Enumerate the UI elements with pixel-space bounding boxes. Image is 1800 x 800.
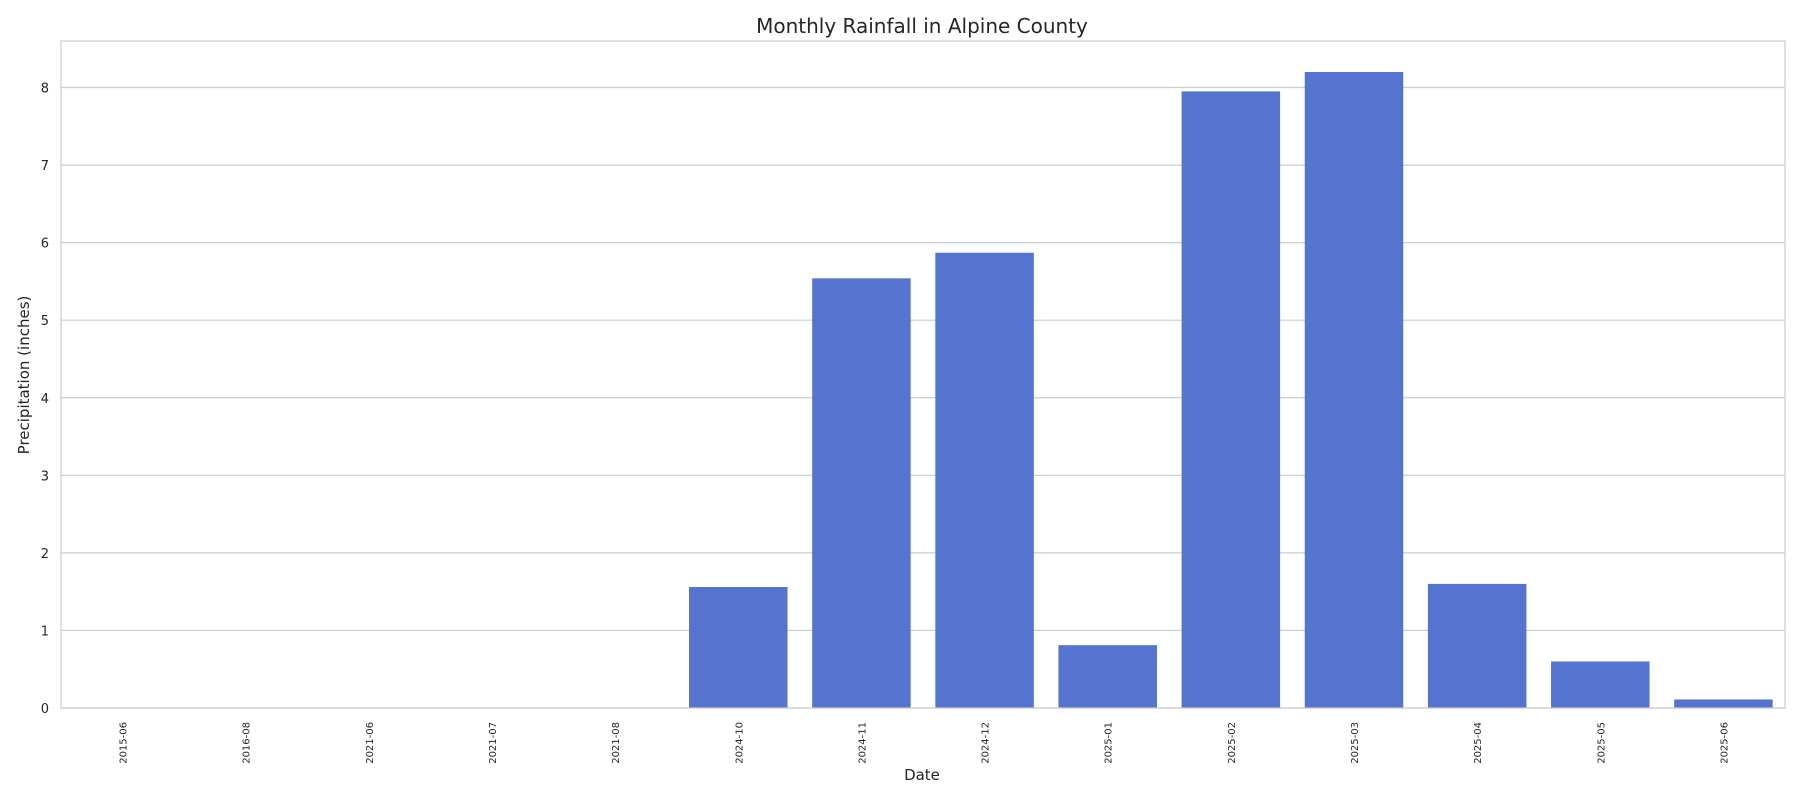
y-tick-label: 1: [41, 624, 49, 639]
y-tick-label: 0: [41, 702, 49, 717]
bar-2025-05: [1551, 661, 1650, 708]
x-tick-label: 2024-11: [857, 722, 868, 764]
x-tick-label: 2021-08: [611, 722, 622, 764]
y-axis-label: Precipitation (inches): [15, 296, 33, 455]
x-tick-label: 2025-04: [1473, 722, 1484, 764]
bar-2025-02: [1181, 91, 1281, 709]
plot-frame: [60, 40, 1786, 709]
x-tick-label: 2025-01: [1104, 722, 1115, 764]
x-axis-label: Date: [904, 766, 940, 784]
y-tick-label: 4: [41, 392, 49, 407]
y-tick-label: 7: [41, 159, 49, 174]
bar-2025-01: [1058, 645, 1157, 708]
bars: [689, 72, 1773, 709]
chart-title: Monthly Rainfall in Alpine County: [756, 14, 1088, 38]
x-tick-label: 2025-03: [1350, 722, 1361, 764]
x-tick-label: 2016-08: [242, 722, 253, 764]
grid-lines: [61, 86, 1785, 709]
y-tick-labels: 0 1 2 3 4 5 6 7 8: [41, 82, 49, 717]
bar-2025-03: [1304, 72, 1404, 708]
bar-2024-11: [812, 278, 911, 708]
y-tick-label: 6: [41, 237, 49, 252]
y-tick-label: 2: [41, 547, 49, 562]
x-tick-label: 2025-02: [1227, 722, 1238, 764]
x-tick-label: 2025-06: [1719, 722, 1730, 764]
x-tick-label: 2021-07: [488, 722, 499, 764]
x-tick-label: 2024-12: [981, 722, 992, 764]
y-tick-label: 8: [41, 82, 49, 97]
bar-2025-04: [1427, 583, 1527, 708]
x-tick-label: 2015-06: [119, 722, 130, 764]
y-tick-label: 5: [41, 314, 49, 329]
x-tick-labels: 2015-06 2016-08 2021-06 2021-07 2021-08 2024-…: [119, 722, 1731, 764]
x-tick-label: 2024-10: [734, 722, 745, 764]
bar-2025-06: [1674, 699, 1773, 708]
y-tick-label: 3: [41, 469, 49, 484]
bar-2024-10: [689, 587, 788, 708]
x-tick-label: 2021-06: [365, 722, 376, 764]
bar-2024-12: [935, 252, 1034, 709]
x-tick-label: 2025-05: [1596, 722, 1607, 764]
